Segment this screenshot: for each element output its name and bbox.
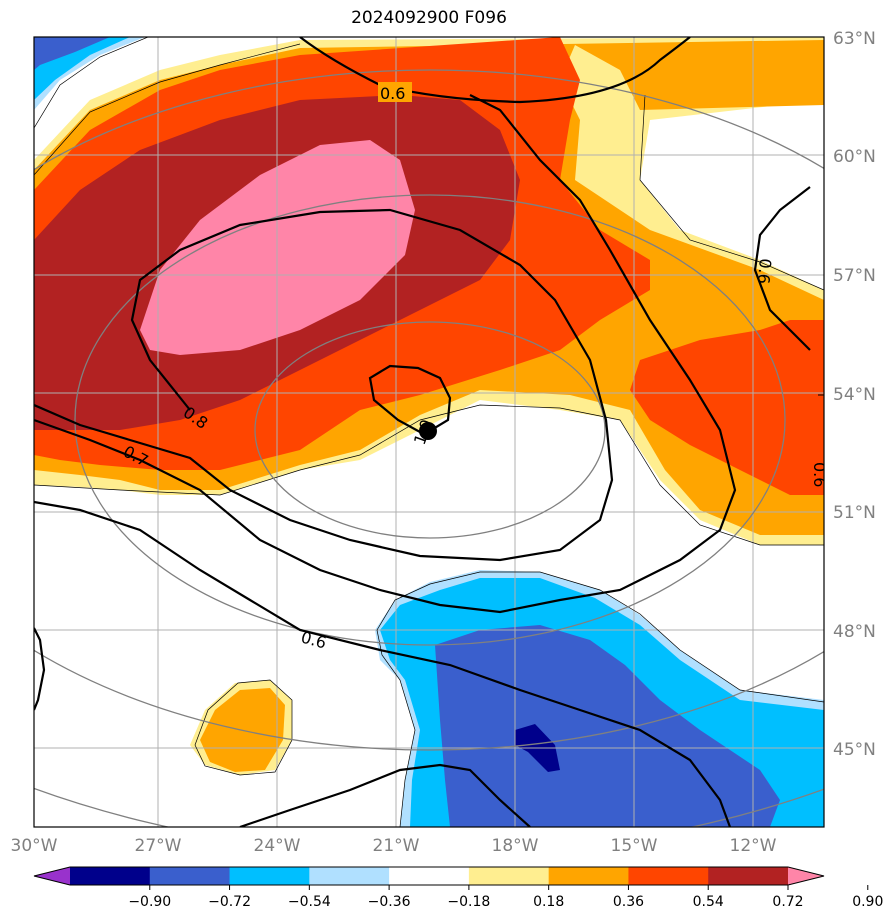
colorbar-segment — [628, 867, 709, 885]
contour-0.8 — [34, 208, 614, 562]
map-title: 2024092900 F096 — [351, 8, 507, 28]
colorbar-segment — [548, 867, 629, 885]
lat-label-51: 51°N — [833, 503, 876, 523]
contour-0.6-sw — [34, 627, 46, 711]
contour-label-0.6-edge: 0.6 — [810, 462, 829, 487]
contour-0.6-south — [34, 500, 732, 827]
contour-label-0.6-north: 0.6 — [380, 84, 405, 103]
lat-label-60: 60°N — [833, 147, 876, 167]
colorbar-tick-label: −0.36 — [368, 894, 411, 910]
anomaly-nw-royal-blue — [34, 37, 110, 70]
colorbar-tick-label: −0.18 — [447, 894, 490, 910]
colorbar-segment — [708, 867, 789, 885]
lon-label-27w: 27°W — [135, 836, 182, 856]
colorbar-tick-label: −0.54 — [288, 894, 331, 910]
lat-label-45: 45°N — [833, 740, 876, 760]
lon-label-18w: 18°W — [492, 836, 539, 856]
colorbar-segment — [309, 867, 390, 885]
lat-label-54: 54°N — [833, 385, 876, 405]
lat-label-48: 48°N — [833, 622, 876, 642]
lon-label-15w: 15°W — [611, 836, 658, 856]
contour-1.0 — [368, 364, 452, 433]
lon-label-21w: 21°W — [373, 836, 420, 856]
colorbar-tick-label: 0.54 — [693, 894, 724, 910]
graticule — [34, 37, 824, 827]
colorbar-tick-label: 0.90 — [852, 894, 883, 910]
colorbar-outline — [33, 866, 825, 886]
colorbar-tick-label: 0.72 — [772, 894, 803, 910]
contour-0.6-east — [753, 186, 811, 351]
colorbar-segment — [389, 867, 470, 885]
colorbar-segment — [468, 867, 550, 885]
lon-label-24w: 24°W — [254, 836, 301, 856]
contour-0.6-north — [299, 37, 691, 104]
lon-label-30w: 30°W — [11, 836, 58, 856]
colorbar-segment — [149, 867, 231, 885]
lat-label-63: 63°N — [833, 29, 876, 49]
colorbar-tick-label: 0.36 — [613, 894, 644, 910]
latitude-labels: 63°N 60°N 57°N 54°N 51°N 48°N 45°N — [833, 29, 876, 760]
longitude-labels: 30°W 27°W 24°W 21°W 18°W 15°W 12°W — [11, 836, 777, 856]
contour-0.7 — [34, 94, 737, 614]
colorbar-extend-high — [788, 867, 824, 885]
map-frame — [33, 36, 825, 828]
lon-label-12w: 12°W — [730, 836, 777, 856]
reference-rings — [34, 69, 824, 827]
colorbar: −0.90 −0.72 −0.54 −0.36 −0.18 0.18 0.36 0.54 0.7… — [33, 866, 883, 910]
map-area: 0.6 0.8 0.7 1.0 0.6 0.6 0.6 — [34, 37, 829, 827]
lat-label-57: 57°N — [833, 266, 876, 286]
colorbar-tick-label: 0.18 — [533, 894, 564, 910]
contours — [34, 37, 811, 827]
colorbar-tick-label: −0.72 — [208, 894, 251, 910]
low-center-marker — [419, 422, 437, 440]
colorbar-segment — [70, 867, 151, 885]
contour-label-0.6-east: 0.6 — [754, 258, 775, 285]
contour-0.6-bottom — [239, 763, 531, 827]
anomaly-royal-blue — [435, 625, 780, 827]
shading-outlines — [34, 37, 824, 827]
colorbar-extend-low — [34, 867, 70, 885]
colorbar-segment — [229, 867, 310, 885]
colorbar-tick-label: −0.90 — [128, 894, 171, 910]
